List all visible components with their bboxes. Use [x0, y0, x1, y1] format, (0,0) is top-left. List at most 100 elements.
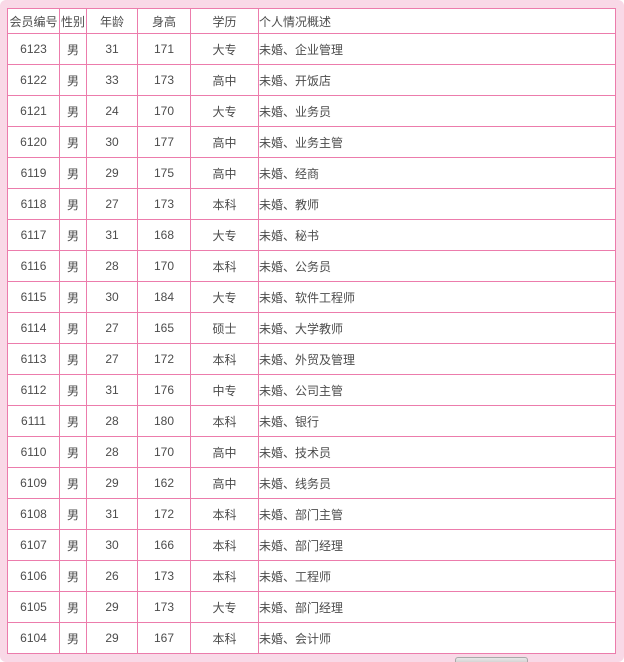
cell-education: 中专: [190, 374, 259, 406]
cell-education: 高中: [190, 157, 259, 189]
cell-height: 173: [137, 591, 191, 623]
cell-summary: 未婚、软件工程师: [258, 281, 616, 313]
cell-education: 本科: [190, 498, 259, 530]
table-row: 6109 男 29 162 高中 未婚、线务员: [7, 467, 616, 499]
cell-summary: 未婚、开饭店: [258, 64, 616, 96]
table-row: 6104 男 29 167 本科 未婚、会计师: [7, 622, 616, 654]
cell-member-id: 6108: [7, 498, 60, 530]
cell-summary: 未婚、公务员: [258, 250, 616, 282]
table-row: 6120 男 30 177 高中 未婚、业务主管: [7, 126, 616, 158]
cell-education: 本科: [190, 529, 259, 561]
cell-summary: 未婚、大学教师: [258, 312, 616, 344]
cell-height: 171: [137, 33, 191, 65]
cell-member-id: 6115: [7, 281, 60, 313]
table-row: 6115 男 30 184 大专 未婚、软件工程师: [7, 281, 616, 313]
table-body: 6123 男 31 171 大专 未婚、企业管理 6122 男 33 173 高…: [7, 33, 616, 654]
partial-button[interactable]: [455, 657, 528, 662]
header-row: 会员编号 性别 年龄 身高 学历 个人情况概述: [7, 8, 616, 34]
cell-age: 27: [86, 188, 138, 220]
cell-education: 大专: [190, 95, 259, 127]
cell-education: 高中: [190, 126, 259, 158]
cell-member-id: 6121: [7, 95, 60, 127]
cell-age: 31: [86, 498, 138, 530]
cell-gender: 男: [59, 622, 87, 654]
col-header-age: 年龄: [86, 8, 138, 34]
cell-summary: 未婚、部门主管: [258, 498, 616, 530]
cell-gender: 男: [59, 529, 87, 561]
cell-gender: 男: [59, 281, 87, 313]
cell-age: 31: [86, 219, 138, 251]
cell-height: 172: [137, 498, 191, 530]
table-row: 6122 男 33 173 高中 未婚、开饭店: [7, 64, 616, 96]
cell-height: 175: [137, 157, 191, 189]
cell-education: 大专: [190, 219, 259, 251]
cell-height: 170: [137, 250, 191, 282]
cell-gender: 男: [59, 126, 87, 158]
cell-age: 29: [86, 467, 138, 499]
table-row: 6117 男 31 168 大专 未婚、秘书: [7, 219, 616, 251]
cell-summary: 未婚、企业管理: [258, 33, 616, 65]
cell-education: 大专: [190, 33, 259, 65]
cell-height: 170: [137, 436, 191, 468]
cell-education: 本科: [190, 250, 259, 282]
cell-summary: 未婚、业务主管: [258, 126, 616, 158]
cell-gender: 男: [59, 591, 87, 623]
cell-education: 高中: [190, 467, 259, 499]
table-row: 6121 男 24 170 大专 未婚、业务员: [7, 95, 616, 127]
col-header-education: 学历: [190, 8, 259, 34]
cell-age: 26: [86, 560, 138, 592]
cell-gender: 男: [59, 343, 87, 375]
cell-member-id: 6119: [7, 157, 60, 189]
cell-height: 177: [137, 126, 191, 158]
table-row: 6112 男 31 176 中专 未婚、公司主管: [7, 374, 616, 406]
cell-age: 29: [86, 157, 138, 189]
cell-member-id: 6111: [7, 405, 60, 437]
col-header-gender: 性别: [59, 8, 87, 34]
cell-height: 173: [137, 188, 191, 220]
cell-education: 大专: [190, 591, 259, 623]
cell-gender: 男: [59, 188, 87, 220]
cell-height: 172: [137, 343, 191, 375]
cell-height: 184: [137, 281, 191, 313]
table-row: 6119 男 29 175 高中 未婚、经商: [7, 157, 616, 189]
cell-age: 24: [86, 95, 138, 127]
cell-education: 本科: [190, 560, 259, 592]
cell-height: 176: [137, 374, 191, 406]
cell-member-id: 6114: [7, 312, 60, 344]
table-row: 6106 男 26 173 本科 未婚、工程师: [7, 560, 616, 592]
cell-education: 硕士: [190, 312, 259, 344]
col-header-height: 身高: [137, 8, 191, 34]
cell-height: 170: [137, 95, 191, 127]
cell-summary: 未婚、会计师: [258, 622, 616, 654]
cell-member-id: 6104: [7, 622, 60, 654]
cell-height: 165: [137, 312, 191, 344]
cell-summary: 未婚、秘书: [258, 219, 616, 251]
cell-age: 27: [86, 343, 138, 375]
cell-height: 168: [137, 219, 191, 251]
cell-education: 大专: [190, 281, 259, 313]
cell-summary: 未婚、部门经理: [258, 529, 616, 561]
cell-education: 高中: [190, 64, 259, 96]
cell-gender: 男: [59, 467, 87, 499]
cell-education: 高中: [190, 436, 259, 468]
cell-summary: 未婚、工程师: [258, 560, 616, 592]
cell-gender: 男: [59, 560, 87, 592]
cell-summary: 未婚、线务员: [258, 467, 616, 499]
cell-member-id: 6106: [7, 560, 60, 592]
cell-age: 28: [86, 250, 138, 282]
table-row: 6108 男 31 172 本科 未婚、部门主管: [7, 498, 616, 530]
cell-member-id: 6123: [7, 33, 60, 65]
cell-gender: 男: [59, 498, 87, 530]
table-row: 6123 男 31 171 大专 未婚、企业管理: [7, 33, 616, 65]
cell-age: 33: [86, 64, 138, 96]
cell-age: 27: [86, 312, 138, 344]
cell-height: 180: [137, 405, 191, 437]
cell-age: 28: [86, 436, 138, 468]
cell-summary: 未婚、教师: [258, 188, 616, 220]
cell-gender: 男: [59, 405, 87, 437]
cell-member-id: 6107: [7, 529, 60, 561]
cell-education: 本科: [190, 188, 259, 220]
cell-age: 31: [86, 33, 138, 65]
cell-education: 本科: [190, 405, 259, 437]
cell-summary: 未婚、业务员: [258, 95, 616, 127]
